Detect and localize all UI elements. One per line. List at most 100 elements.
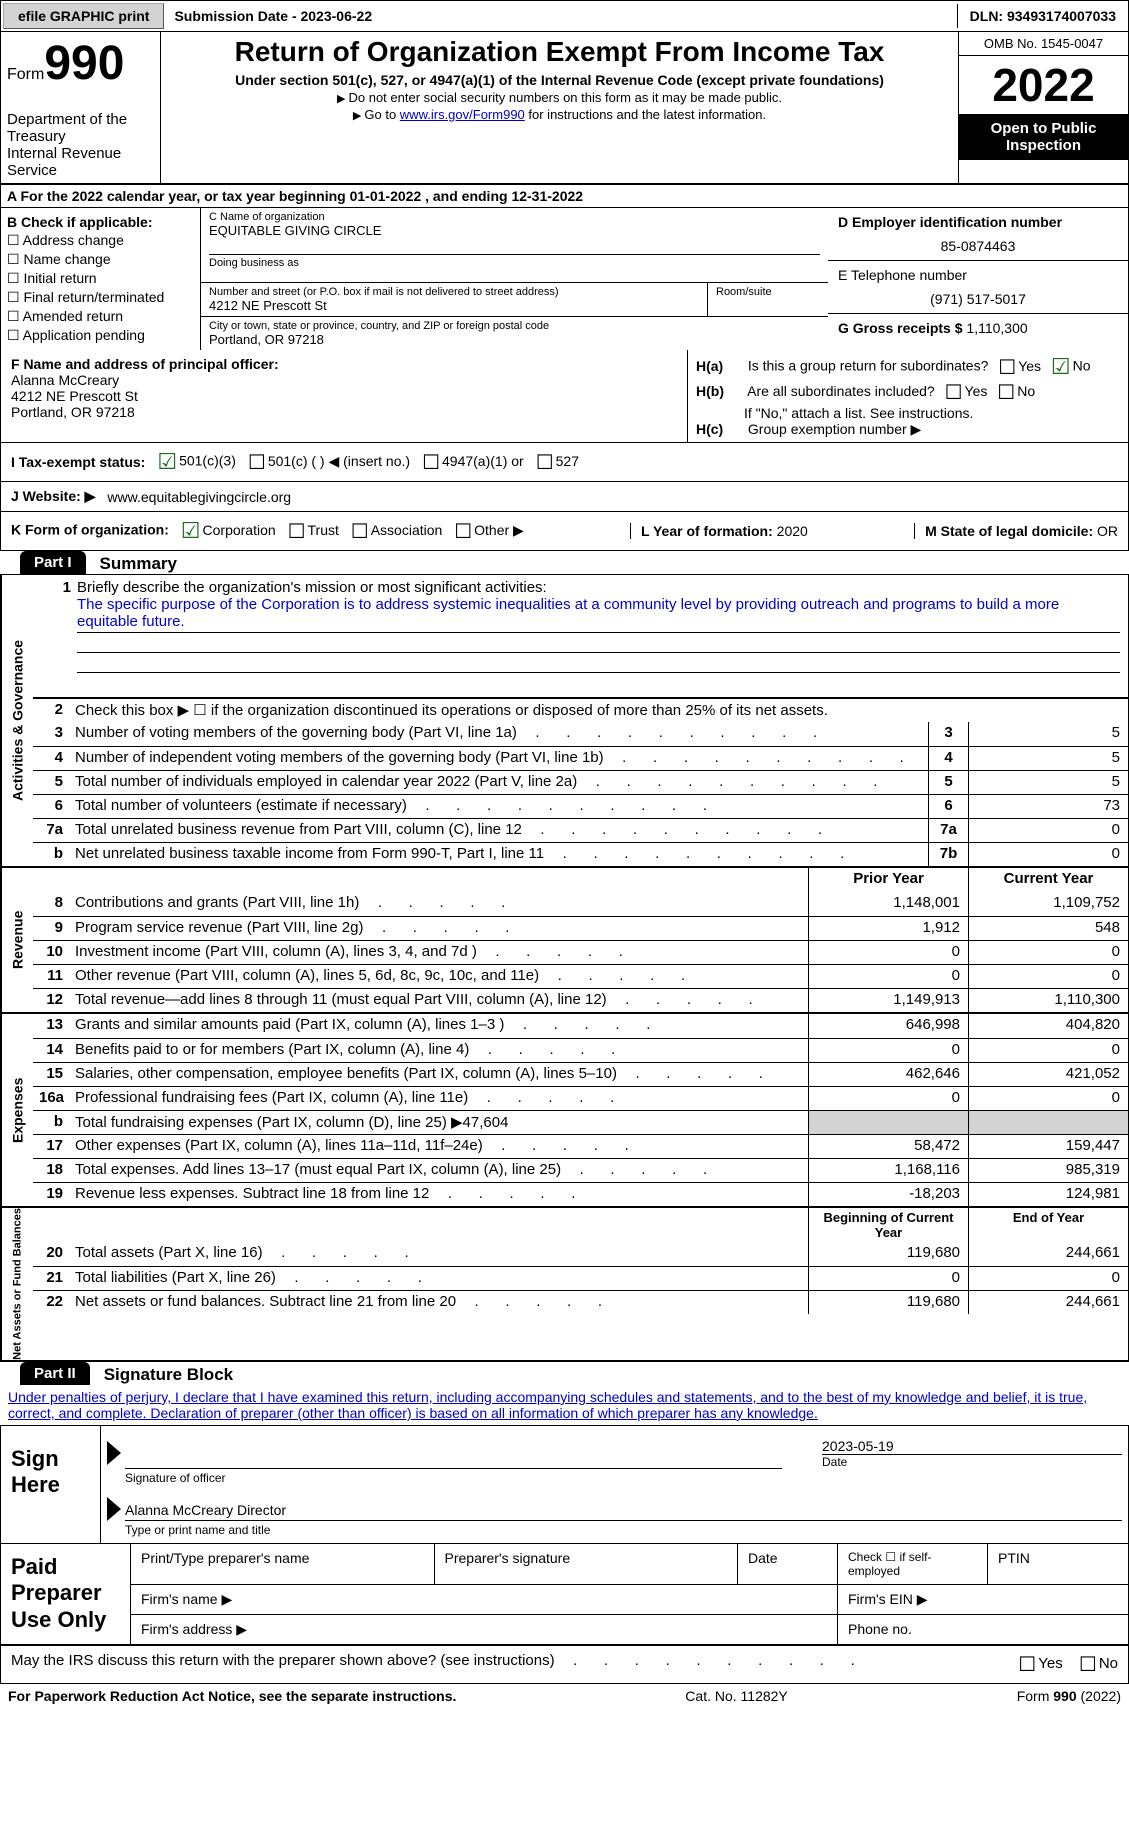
row-num: 17 <box>33 1135 69 1158</box>
row-value: 73 <box>968 795 1128 818</box>
ha-label: H(a) <box>696 358 744 374</box>
row-desc: Benefits paid to or for members (Part IX… <box>69 1039 808 1062</box>
row-box: 3 <box>928 722 968 746</box>
hb-yes[interactable]: Yes <box>945 380 988 405</box>
sig-arrow-icon-2 <box>107 1497 121 1521</box>
row-num: 9 <box>33 917 69 940</box>
korg-corp[interactable]: Corporation <box>181 522 276 538</box>
ha-no[interactable]: No <box>1051 354 1091 380</box>
chk-final-return[interactable]: Final return/terminated <box>7 289 194 306</box>
website-url: www.equitablegivingcircle.org <box>107 489 291 505</box>
ein-value: 85-0874463 <box>838 238 1118 254</box>
gross-value: 1,110,300 <box>966 320 1027 336</box>
officer-addr1: 4212 NE Prescott St <box>11 388 677 404</box>
row-current: 244,661 <box>968 1291 1128 1314</box>
part1-title: Summary <box>86 554 177 574</box>
row-value: 5 <box>968 747 1128 770</box>
hb-no[interactable]: No <box>997 380 1035 405</box>
korg-trust[interactable]: Trust <box>288 522 339 538</box>
row-current <box>968 1111 1128 1134</box>
omb-number: OMB No. 1545-0047 <box>959 32 1128 56</box>
part1-tag: Part I <box>20 551 86 574</box>
row-box: 7a <box>928 819 968 842</box>
sign-block: Sign Here 2023-05-19 Date Signature of o… <box>0 1426 1129 1544</box>
sign-date: 2023-05-19 <box>822 1438 1122 1455</box>
row-desc: Total number of individuals employed in … <box>69 771 928 794</box>
summary-row: 20Total assets (Part X, line 16)119,6802… <box>33 1242 1128 1266</box>
part2-header: Part II Signature Block <box>0 1362 1129 1385</box>
firm-name-label: Firm's name ▶ <box>131 1585 838 1614</box>
discuss-no[interactable]: No <box>1079 1655 1118 1672</box>
row-value: 0 <box>968 843 1128 866</box>
form-number: 990 <box>44 37 124 90</box>
korg-row: K Form of organization: Corporation Trus… <box>0 512 1129 551</box>
prep-self-label[interactable]: Check ☐ if self-employed <box>838 1544 988 1584</box>
street-address: 4212 NE Prescott St <box>209 298 699 313</box>
status-501c3[interactable]: 501(c)(3) <box>157 449 236 475</box>
row-desc: Total fundraising expenses (Part IX, col… <box>69 1111 808 1134</box>
c-name-label: C Name of organization <box>209 211 820 223</box>
l-value: 2020 <box>777 523 808 539</box>
m-label: M State of legal domicile: <box>925 523 1093 539</box>
status-501c[interactable]: 501(c) ( ) ◀ (insert no.) <box>248 450 410 475</box>
chk-initial-return[interactable]: Initial return <box>7 270 194 287</box>
line2-text: Check this box ▶ ☐ if the organization d… <box>69 699 1128 722</box>
officer-signature-field[interactable] <box>125 1450 782 1469</box>
row-current: 1,110,300 <box>968 989 1128 1012</box>
m-value: OR <box>1097 523 1118 539</box>
penalties-link[interactable]: Under penalties of perjury, I declare th… <box>8 1389 1087 1421</box>
footer-right: Form 990 (2022) <box>1017 1688 1121 1704</box>
chk-address-change[interactable]: Address change <box>7 232 194 249</box>
summary-expenses: Expenses 13Grants and similar amounts pa… <box>0 1014 1129 1208</box>
col-b-checkboxes: B Check if applicable: Address change Na… <box>1 208 201 350</box>
row-desc: Total revenue—add lines 8 through 11 (mu… <box>69 989 808 1012</box>
note2-pre: Go to <box>364 107 399 122</box>
efile-print-button[interactable]: efile GRAPHIC print <box>3 3 164 29</box>
row-prior: 58,472 <box>808 1135 968 1158</box>
prep-print-label: Print/Type preparer's name <box>131 1544 435 1584</box>
discuss-yes[interactable]: Yes <box>1018 1655 1062 1672</box>
status-4947[interactable]: 4947(a)(1) or <box>422 450 524 475</box>
row-desc: Salaries, other compensation, employee b… <box>69 1063 808 1086</box>
korg-assoc[interactable]: Association <box>351 522 443 538</box>
row-prior: 119,680 <box>808 1291 968 1314</box>
summary-row: 6Total number of volunteers (estimate if… <box>33 794 1128 818</box>
header-left: Form990 Department of the Treasury Inter… <box>1 32 161 183</box>
part2-title: Signature Block <box>90 1365 233 1385</box>
tax-year: 2022 <box>959 56 1128 114</box>
korg-other[interactable]: Other ▶ <box>454 522 524 538</box>
row-prior: 1,149,913 <box>808 989 968 1012</box>
entity-block: B Check if applicable: Address change Na… <box>0 208 1129 350</box>
row-current: 404,820 <box>968 1014 1128 1038</box>
form-title: Return of Organization Exempt From Incom… <box>169 36 950 68</box>
header-center: Return of Organization Exempt From Incom… <box>161 32 958 183</box>
city-label: City or town, state or province, country… <box>209 320 820 332</box>
mission-text[interactable]: The specific purpose of the Corporation … <box>77 596 1120 633</box>
irs-link[interactable]: www.irs.gov/Form990 <box>400 107 525 122</box>
summary-row: 9Program service revenue (Part VIII, lin… <box>33 916 1128 940</box>
chk-application-pending[interactable]: Application pending <box>7 327 194 344</box>
status-527[interactable]: 527 <box>536 450 579 475</box>
row-num: 21 <box>33 1267 69 1290</box>
row-prior <box>808 1111 968 1134</box>
website-row: J Website: ▶ www.equitablegivingcircle.o… <box>0 482 1129 512</box>
preparer-block: Paid Preparer Use Only Print/Type prepar… <box>0 1544 1129 1646</box>
hc-text: Group exemption number ▶ <box>748 421 921 437</box>
form-header: Form990 Department of the Treasury Inter… <box>0 32 1129 185</box>
col-current-year: Current Year <box>968 868 1128 892</box>
summary-row: 8Contributions and grants (Part VIII, li… <box>33 892 1128 916</box>
row-num: 3 <box>33 722 69 746</box>
phone-label: E Telephone number <box>838 267 1118 283</box>
ha-yes[interactable]: Yes <box>998 355 1041 380</box>
part2-tag: Part II <box>20 1362 90 1385</box>
row-prior: 1,912 <box>808 917 968 940</box>
hc-label: H(c) <box>696 421 744 437</box>
vtab-expenses: Expenses <box>1 1014 33 1206</box>
chk-amended-return[interactable]: Amended return <box>7 308 194 325</box>
col-begin-year: Beginning of Current Year <box>808 1208 968 1242</box>
chk-name-change[interactable]: Name change <box>7 251 194 268</box>
row-desc: Contributions and grants (Part VIII, lin… <box>69 892 808 916</box>
dba-label: Doing business as <box>209 254 820 269</box>
note2-post: for instructions and the latest informat… <box>525 107 766 122</box>
footer: For Paperwork Reduction Act Notice, see … <box>0 1684 1129 1708</box>
